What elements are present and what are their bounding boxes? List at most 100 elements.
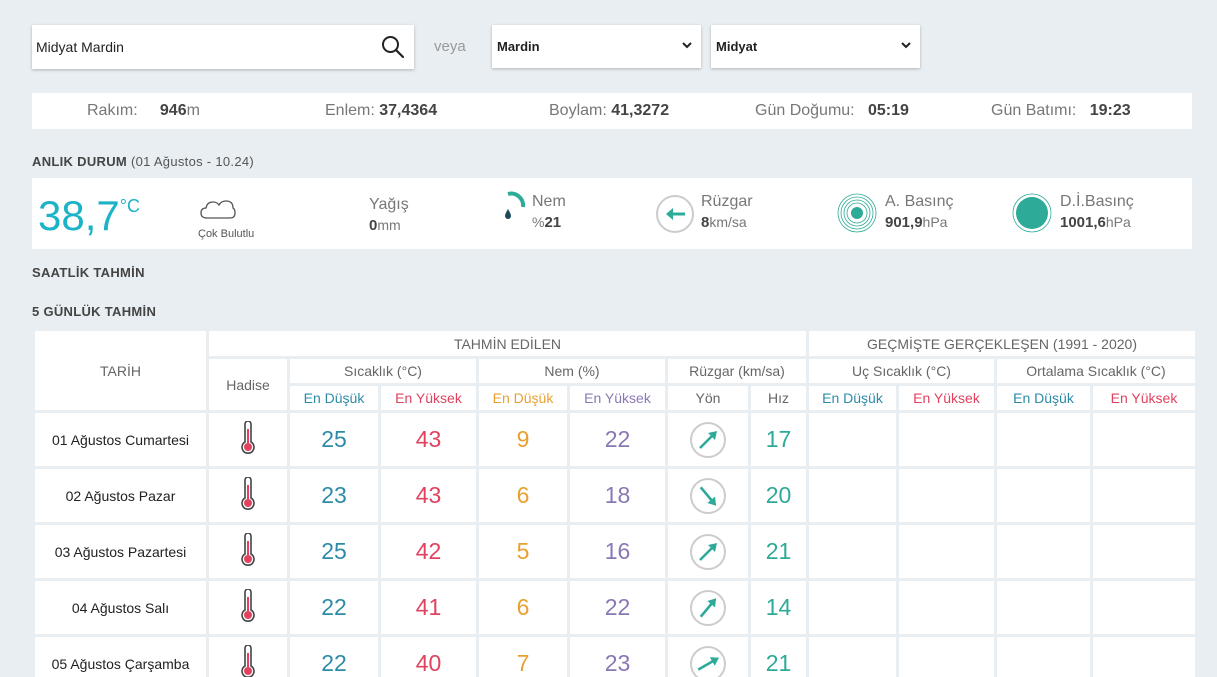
search-icon[interactable] (380, 34, 406, 60)
current-temperature: 38,7°C (38, 192, 140, 240)
tahmin-edilen-header: TAHMİN EDİLEN (209, 331, 806, 356)
temp-low: 22 (290, 581, 378, 634)
wind-speed: 21 (751, 525, 806, 578)
table-row: 01 Ağustos Cumartesi 25 43 9 22 17 (35, 413, 1195, 466)
row-date: 05 Ağustos Çarşamba (35, 637, 206, 677)
wind-direction-arrow-icon (690, 477, 726, 514)
table-row: 03 Ağustos Pazartesi 25 42 5 16 21 (35, 525, 1195, 578)
humidity-high: 18 (570, 469, 665, 522)
rakim-label: Rakım: (87, 102, 138, 119)
temp-high: 41 (381, 581, 476, 634)
temp-low: 25 (290, 413, 378, 466)
ruzgar-label: Rüzgar (701, 193, 753, 210)
nem-value-number: 21 (544, 214, 562, 231)
yagis-value: 0mm (369, 217, 401, 234)
humidity-high: 23 (570, 637, 665, 677)
uc-low-cell (809, 581, 896, 634)
il-select-value: Mardin (497, 39, 540, 54)
wind-direction-cell (668, 637, 748, 677)
table-row: 04 Ağustos Salı 22 41 6 22 14 (35, 581, 1195, 634)
ruzgar-value: 8km/sa (701, 214, 747, 231)
search-input[interactable] (36, 33, 366, 61)
gun-batimi: Gün Batımı: 19:23 (991, 102, 1131, 120)
row-date: 02 Ağustos Pazar (35, 469, 206, 522)
current-title-text: ANLIK DURUM (32, 154, 128, 169)
humidity-gauge-icon (505, 191, 526, 219)
ruzgar-unit: km/sa (709, 214, 747, 230)
hadise-header: Hadise (209, 359, 287, 410)
hourly-title[interactable]: SAATLİK TAHMİN (32, 265, 145, 280)
boylam-label: Boylam: (549, 102, 607, 119)
wind-direction-arrow-icon (690, 421, 726, 458)
current-conditions: 38,7°C Çok Bulutlu Yağış 0mm Nem %21 Rüz… (32, 178, 1192, 249)
enlem-value: 37,4364 (379, 102, 438, 119)
humidity-high: 22 (570, 413, 665, 466)
wind-speed: 20 (751, 469, 806, 522)
current-title: ANLIK DURUM (01 Ağustos - 10.24) (32, 154, 254, 169)
humidity-low: 9 (479, 413, 567, 466)
nem-header: Nem (%) (479, 359, 665, 383)
il-select[interactable]: Mardin (492, 25, 701, 68)
yagis-unit: mm (377, 217, 401, 233)
uc-high-cell (899, 525, 994, 578)
uc-en-yuksek-header: En Yüksek (899, 386, 994, 410)
ort-high-cell (1093, 469, 1195, 522)
nem-label: Nem (532, 193, 566, 210)
gun-batimi-value: 19:23 (1089, 102, 1131, 119)
ort-low-cell (997, 469, 1090, 522)
header-row-1: TARİH TAHMİN EDİLEN GEÇMİŞTE GERÇEKLEŞEN… (35, 331, 1195, 410)
wind-direction-arrow-icon (690, 645, 726, 677)
ort-low-cell (997, 637, 1090, 677)
thermometer-icon (241, 420, 255, 454)
hadise-cell (209, 469, 287, 522)
ort-en-yuksek-header: En Yüksek (1093, 386, 1195, 410)
ort-en-dusuk-header: En Düşük (997, 386, 1090, 410)
wind-speed: 17 (751, 413, 806, 466)
chevron-down-icon (901, 42, 911, 49)
wind-direction-arrow-icon (690, 533, 726, 570)
temp-high: 42 (381, 525, 476, 578)
thermometer-icon (241, 532, 255, 566)
sicaklik-en-yuksek-header: En Yüksek (381, 386, 476, 410)
thermometer-icon (241, 588, 255, 622)
rakim-value: 946 (159, 102, 187, 119)
gun-batimi-label: Gün Batımı: (991, 102, 1077, 119)
table-row: 05 Ağustos Çarşamba 22 40 7 23 21 (35, 637, 1195, 677)
row-date: 04 Ağustos Salı (35, 581, 206, 634)
abasinc-value: 901,9hPa (885, 214, 947, 231)
thermometer-icon (241, 644, 255, 677)
row-date: 01 Ağustos Cumartesi (35, 413, 206, 466)
enlem-label: Enlem: (325, 102, 375, 119)
dibasinc-unit: hPa (1105, 214, 1131, 230)
humidity-high: 16 (570, 525, 665, 578)
boylam-value: 41,3272 (611, 102, 670, 119)
nem-en-dusuk-header: En Düşük (479, 386, 567, 410)
current-temp-value: 38,7 (38, 192, 120, 239)
ilce-select-value: Midyat (716, 39, 758, 54)
cloud-icon (200, 200, 236, 219)
gecmiste-header: GEÇMİŞTE GERÇEKLEŞEN (1991 - 2020) (809, 331, 1195, 356)
uc-low-cell (809, 637, 896, 677)
ort-high-cell (1093, 525, 1195, 578)
tarih-header: TARİH (35, 331, 206, 410)
nem-en-yuksek-header: En Yüksek (570, 386, 665, 410)
hadise-cell (209, 413, 287, 466)
dibasinc-value: 1001,6hPa (1060, 214, 1131, 231)
daily-title: 5 GÜNLÜK TAHMİN (32, 304, 157, 319)
table-row: 02 Ağustos Pazar 23 43 6 18 20 (35, 469, 1195, 522)
hiz-header: Hız (751, 386, 806, 410)
wind-direction-cell (668, 525, 748, 578)
temp-low: 22 (290, 637, 378, 677)
sicaklik-en-dusuk-header: En Düşük (290, 386, 378, 410)
rakim-unit: m (186, 102, 200, 119)
wind-direction-cell (668, 581, 748, 634)
uc-high-cell (899, 469, 994, 522)
yagis-value-number: 0 (369, 217, 378, 234)
wind-speed: 14 (751, 581, 806, 634)
header-row-2: Hadise Sıcaklık (°C) Nem (%) Rüzgar (km/… (35, 359, 1195, 410)
ilce-select[interactable]: Midyat (711, 25, 920, 68)
uc-high-cell (899, 581, 994, 634)
uc-sicaklik-header: Uç Sıcaklık (°C) (809, 359, 994, 383)
gun-dogumu-label: Gün Doğumu: (755, 102, 855, 119)
uc-high-cell (899, 637, 994, 677)
